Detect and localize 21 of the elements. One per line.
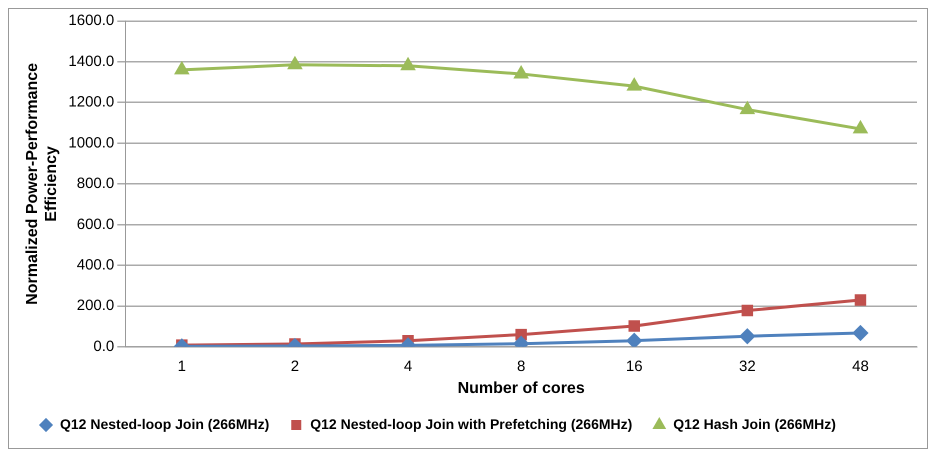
y-tick-label: 200.0 xyxy=(76,297,114,314)
x-tick-label: 48 xyxy=(852,358,869,375)
x-tick-label: 4 xyxy=(404,358,412,375)
y-tick-label: 400.0 xyxy=(76,256,114,274)
x-axis-title: Number of cores xyxy=(458,380,585,397)
y-axis-title: Normalized Power-Performance Efficiency xyxy=(24,62,60,305)
x-tick-label: 16 xyxy=(626,358,643,375)
legend-label: Q12 Nested-loop Join (266MHz) xyxy=(60,416,270,432)
y-tick-label: 800.0 xyxy=(76,175,114,192)
legend-label: Q12 Nested-loop Join with Prefetching (266MHz) xyxy=(310,416,632,432)
y-tick-label: 1000.0 xyxy=(68,134,114,152)
y-tick-label: 600.0 xyxy=(76,216,114,233)
x-tick-label: 1 xyxy=(178,358,186,375)
x-tick-label: 32 xyxy=(739,358,756,375)
x-tick-label: 2 xyxy=(290,358,300,375)
y-tick-label: 0.0 xyxy=(93,338,114,355)
y-tick-label: 1200.0 xyxy=(68,94,114,111)
x-tick-label: 8 xyxy=(516,358,526,375)
y-tick-label: 1400.0 xyxy=(68,52,114,70)
y-tick-label: 1600.0 xyxy=(68,12,114,30)
legend-label: Q12 Hash Join (266MHz) xyxy=(673,416,836,432)
